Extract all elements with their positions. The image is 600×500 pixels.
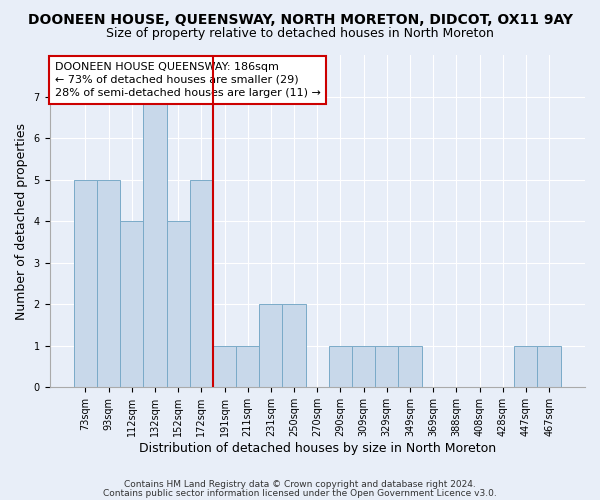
Bar: [120, 221, 143, 388]
Bar: [375, 346, 398, 388]
Bar: [143, 96, 167, 388]
Bar: [329, 346, 352, 388]
Text: Contains public sector information licensed under the Open Government Licence v3: Contains public sector information licen…: [103, 488, 497, 498]
Text: Contains HM Land Registry data © Crown copyright and database right 2024.: Contains HM Land Registry data © Crown c…: [124, 480, 476, 489]
Bar: [236, 346, 259, 388]
Text: Size of property relative to detached houses in North Moreton: Size of property relative to detached ho…: [106, 28, 494, 40]
Y-axis label: Number of detached properties: Number of detached properties: [15, 122, 28, 320]
Bar: [190, 180, 213, 388]
Text: DOONEEN HOUSE, QUEENSWAY, NORTH MORETON, DIDCOT, OX11 9AY: DOONEEN HOUSE, QUEENSWAY, NORTH MORETON,…: [28, 12, 572, 26]
Bar: [398, 346, 422, 388]
Bar: [352, 346, 375, 388]
Bar: [213, 346, 236, 388]
Bar: [514, 346, 538, 388]
Bar: [538, 346, 560, 388]
X-axis label: Distribution of detached houses by size in North Moreton: Distribution of detached houses by size …: [139, 442, 496, 455]
Bar: [74, 180, 97, 388]
Bar: [97, 180, 120, 388]
Bar: [167, 221, 190, 388]
Bar: [259, 304, 283, 388]
Text: DOONEEN HOUSE QUEENSWAY: 186sqm
← 73% of detached houses are smaller (29)
28% of: DOONEEN HOUSE QUEENSWAY: 186sqm ← 73% of…: [55, 62, 321, 98]
Bar: [283, 304, 305, 388]
